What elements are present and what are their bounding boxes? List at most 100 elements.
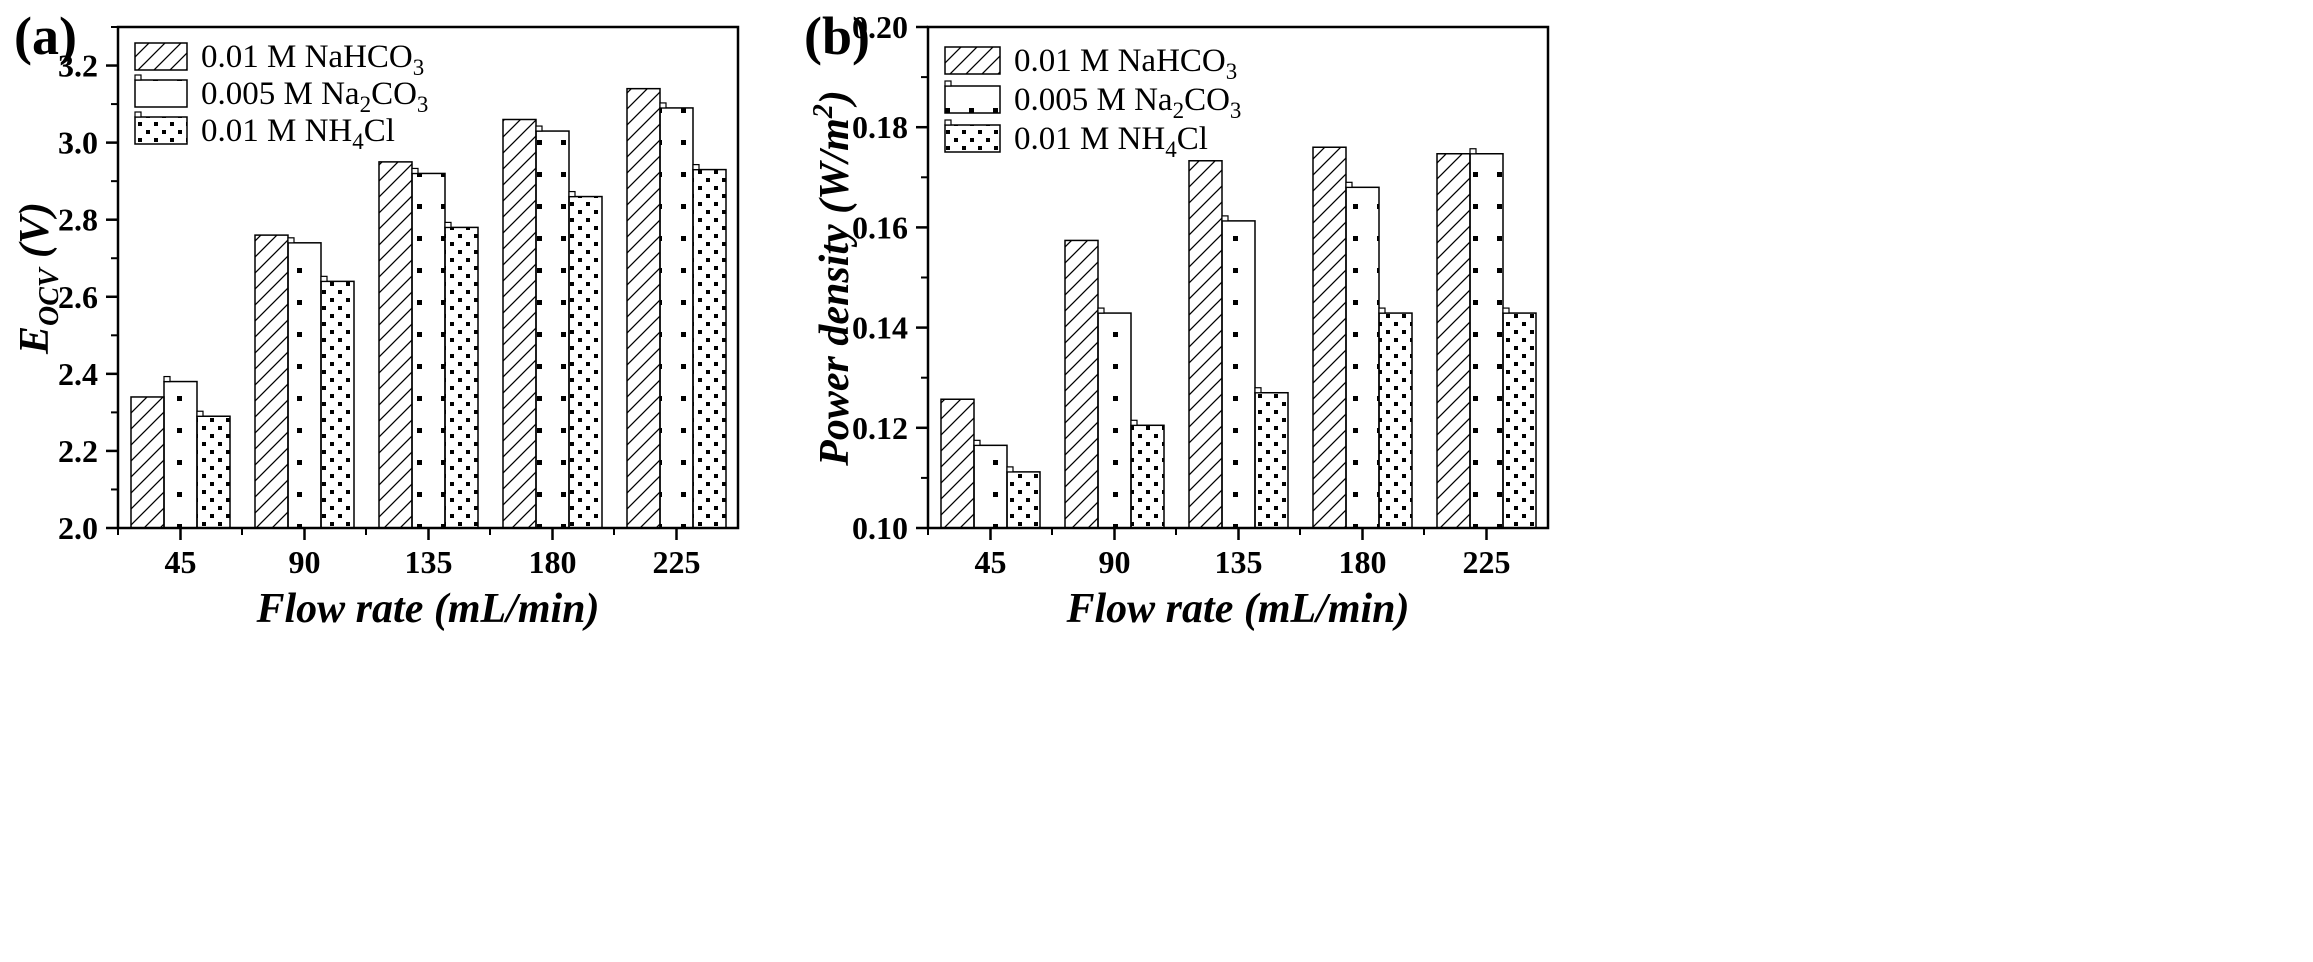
bar-cap-marker: [692, 163, 700, 171]
y-axis-label-sup: 2: [808, 104, 839, 119]
y-tick-label: 0.12: [852, 410, 908, 446]
y-tick-label: 0.20: [852, 9, 908, 45]
legend-label-tail: Cl: [364, 113, 395, 149]
bar-dense-dots-225: [692, 168, 727, 529]
bar-hatch-180: [1312, 146, 1347, 529]
bar-cap-marker: [444, 221, 452, 228]
bar-cap-marker: [535, 125, 543, 132]
y-axis-label-tail: (V): [12, 202, 58, 269]
legend-swatch-sparse-dots: [134, 79, 188, 108]
legend-label-sub: 2: [1173, 98, 1185, 123]
bar-cap-marker: [196, 410, 204, 417]
bar-sparse-dots-225: [1469, 153, 1504, 529]
bar-dense-dots-45: [196, 415, 231, 529]
y-axis-label: EOCV (V): [12, 202, 65, 355]
legend-swatch-dense-dots: [134, 116, 188, 145]
x-axis-label: Flow rate (mL/min): [1065, 586, 1409, 632]
bar-hatch-135: [1188, 160, 1223, 529]
bar-cap-marker: [1097, 307, 1105, 314]
bar-hatch-225: [1436, 153, 1471, 529]
legend-label: 0.01 M NH4Cl: [201, 113, 395, 154]
bar-sparse-dots-135: [411, 172, 446, 529]
bar-cap-marker: [1502, 307, 1510, 314]
bar-cap-marker: [320, 275, 328, 282]
panel-label: (a): [14, 6, 77, 66]
x-tick-label: 45: [975, 544, 1007, 580]
x-tick-label: 180: [529, 544, 577, 580]
bar-sparse-dots-45: [973, 444, 1008, 529]
chart-panel-b: (b) 0.10 0.12 0.14 0.16 0.18 0.20 45 90 135 180 225…: [804, 6, 1550, 632]
bar-hatch-90: [254, 234, 289, 529]
bar-dense-dots-90: [320, 280, 355, 529]
legend-swatch-marker: [134, 74, 142, 81]
y-tick-label: 3.0: [58, 125, 98, 161]
y-tick-label: 0.18: [852, 109, 908, 145]
bar-hatch-90: [1064, 239, 1099, 529]
legend-swatch-sparse-dots: [944, 85, 1001, 114]
bar-cap-marker: [287, 237, 295, 244]
legend-label-main: 0.005 M Na: [1014, 82, 1173, 118]
bar-cap-marker: [1006, 466, 1014, 473]
y-tick-label: 0.10: [852, 510, 908, 546]
legend-label-sub2: 3: [417, 92, 429, 117]
y-tick-label: 0.16: [852, 209, 908, 245]
bar-cap-marker: [973, 439, 981, 446]
bar-hatch-45: [940, 398, 975, 529]
x-tick-label: 90: [289, 544, 321, 580]
bar-cap-marker: [1378, 307, 1386, 314]
bar-dense-dots-135: [1254, 391, 1289, 529]
legend-swatch-dense-dots: [944, 124, 1001, 153]
bar-hatch-45: [130, 396, 165, 529]
y-tick-label: 0.14: [852, 310, 908, 346]
bar-hatch-180: [502, 118, 537, 529]
y-tick-label: 2.6: [58, 279, 98, 315]
chart-panel-a: (a) 2.0 2.2 2.4 2.6 2.8 3.0 3.2 45 90 135 180 225 Flo…: [12, 6, 740, 632]
legend-label-sub: 4: [1165, 137, 1177, 162]
x-tick-label: 225: [1463, 544, 1511, 580]
bar-cap-marker: [411, 167, 419, 175]
legend-label-tail: Cl: [1177, 121, 1208, 157]
legend-label-sub: 2: [360, 92, 372, 117]
bar-sparse-dots-180: [535, 130, 570, 529]
y-tick-label: 3.2: [58, 48, 98, 84]
bar-dense-dots-135: [444, 226, 479, 529]
legend-label: 0.01 M NaHCO3: [201, 39, 424, 80]
legend-label-tail: CO: [1184, 82, 1230, 118]
legend-label: 0.01 M NaHCO3: [1014, 43, 1237, 84]
x-tick-label: 90: [1099, 544, 1131, 580]
bar-sparse-dots-45: [163, 380, 198, 529]
bar-cap-marker: [163, 375, 171, 383]
bar-cap-marker: [568, 190, 576, 198]
bar-cap-marker: [1469, 148, 1477, 155]
bar-dense-dots-180: [568, 195, 603, 529]
legend-swatch-marker: [944, 80, 952, 87]
bar-cap-marker: [659, 102, 667, 109]
y-tick-label: 2.4: [58, 356, 98, 392]
y-tick-label: 2.2: [58, 433, 98, 469]
legend-label-sub2: 3: [1230, 98, 1242, 123]
x-tick-label: 135: [405, 544, 453, 580]
x-tick-label: 45: [165, 544, 197, 580]
legend-swatch-hatch: [134, 42, 188, 71]
x-tick-label: 225: [653, 544, 701, 580]
legend-label: 0.005 M Na2CO3: [201, 76, 428, 117]
x-tick-label: 180: [1339, 544, 1387, 580]
bar-hatch-135: [378, 161, 413, 529]
y-tick-label: 2.8: [58, 202, 98, 238]
legend-label-main: 0.005 M Na: [201, 76, 360, 112]
x-tick-label: 135: [1215, 544, 1263, 580]
bar-dense-dots-180: [1378, 312, 1413, 529]
bar-sparse-dots-225: [659, 107, 694, 529]
legend-label: 0.01 M NH4Cl: [1014, 121, 1208, 162]
legend-label-main: 0.01 M NaHCO: [201, 39, 413, 75]
bar-cap-marker: [1130, 419, 1138, 426]
x-axis-label: Flow rate (mL/min): [255, 586, 599, 632]
bar-sparse-dots-180: [1345, 186, 1380, 529]
bar-sparse-dots-90: [1097, 312, 1132, 529]
legend-swatch-marker: [944, 119, 952, 126]
bar-dense-dots-225: [1502, 312, 1537, 529]
legend-label-sub: 3: [413, 55, 425, 80]
